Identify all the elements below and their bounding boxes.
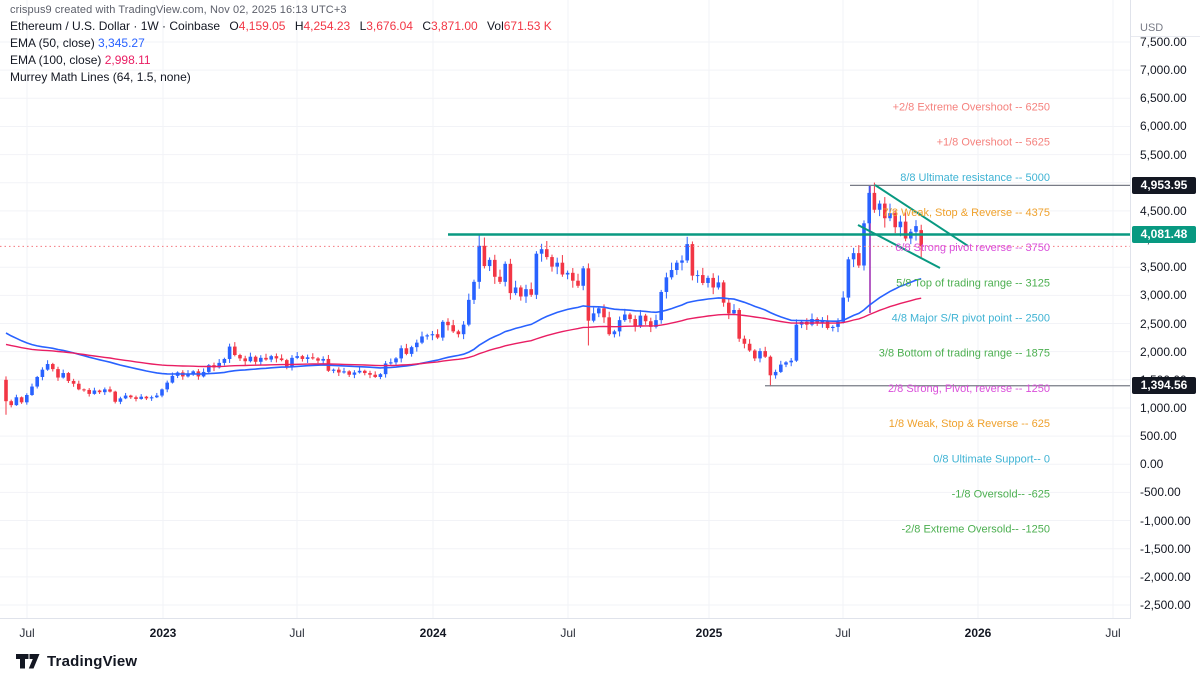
price-label-chip: 4,953.95 [1132,176,1196,194]
descending-trendline-upper[interactable] [874,184,969,247]
price-tick-label: 2,500.00 [1140,316,1187,331]
price-tick-label: 2,000.00 [1140,344,1187,359]
price-tick-label: 3,500.00 [1140,260,1187,275]
price-tick-label: 0.00 [1140,457,1164,472]
murrey-label: 2/8 Strong, Pivot, reverse -- 1250 [888,383,1050,395]
murrey-label: -1/8 Oversold-- -625 [952,488,1050,500]
ohlc-high: H4,254.23 [294,19,351,33]
price-tick-label: -1,000.00 [1140,513,1191,528]
symbol-row[interactable]: Ethereum / U.S. Dollar · 1W · Coinbase O… [10,19,552,33]
time-axis[interactable]: Jul 2023 Jul 2024 Jul 2025 Jul 2026 Jul [0,618,1131,647]
price-tick-label: 7,000.00 [1140,63,1187,78]
murrey-label: -2/8 Extreme Oversold-- -1250 [901,524,1050,536]
indicator-row-ema50[interactable]: EMA (50, close) 3,345.27 [10,36,552,50]
ema50-value: 3,345.27 [98,36,145,50]
axis-header-divider [1131,36,1200,37]
murrey-label: 6/8 Strong pivot reverse -- 3750 [895,242,1050,254]
tradingview-logo-icon [16,654,40,669]
ohlc-open: O4,159.05 [229,19,286,33]
price-label-chip: 4,081.48 [1132,225,1196,243]
price-tick-label: -2,500.00 [1140,598,1191,612]
price-tick-label: 5,500.00 [1140,147,1187,162]
ema50-line[interactable] [5,278,922,375]
ema100-label: EMA (100, close) [10,53,102,67]
symbol-title: Ethereum / U.S. Dollar · 1W · Coinbase [10,19,221,33]
time-tick-label: Jul [560,626,576,640]
ohlc-low: L3,676.04 [359,19,413,33]
murrey-label: 8/8 Ultimate resistance -- 5000 [900,172,1050,184]
murrey-label: +2/8 Extreme Overshoot -- 6250 [893,101,1050,113]
murrey-label: 0/8 Ultimate Support-- 0 [933,453,1050,465]
time-tick-label: 2023 [149,626,177,640]
indicator-row-ema100[interactable]: EMA (100, close) 2,998.11 [10,53,552,67]
ohlc-volume: Vol671.53 K [487,19,552,33]
price-chart[interactable]: +2/8 Extreme Overshoot -- 6250 +1/8 Overs… [0,0,1130,618]
price-label-chip: 1,394.56 [1132,377,1196,395]
price-tick-label: 6,500.00 [1140,91,1187,106]
murrey-label: 7/8 Weak, Stop & Reverse -- 4375 [883,207,1050,219]
descending-trendline-lower[interactable] [857,224,941,269]
price-tick-label: 6,000.00 [1140,119,1187,134]
time-tick-label: 2025 [695,626,723,640]
time-tick-label: 2024 [419,626,447,640]
time-tick-label: Jul [19,626,35,640]
price-tick-label: -2,000.00 [1140,569,1191,584]
price-tick-label: -1,500.00 [1140,541,1191,556]
axis-currency-label: USD [1140,22,1164,34]
murrey-label: 4/8 Major S/R pivot point -- 2500 [892,313,1050,325]
indicator-row-murrey[interactable]: Murrey Math Lines (64, 1.5, none) [10,70,552,84]
ema50-label: EMA (50, close) [10,36,95,50]
murrey-label: 1/8 Weak, Stop & Reverse -- 625 [889,418,1050,430]
price-tick-label: 1,000.00 [1140,400,1187,415]
candlestick-series[interactable] [4,182,923,415]
price-tick-label: -500.00 [1140,485,1181,500]
price-tick-label: 4,500.00 [1140,203,1187,218]
ema100-line[interactable] [5,297,922,368]
price-axis[interactable]: USD 7,500.00 7,000.00 6,500.00 6,000.00 5,50… [1130,0,1200,618]
tradingview-wordmark: TradingView [47,653,138,670]
time-tick-label: 2026 [964,626,992,640]
ohlc-close: C3,871.00 [422,19,478,33]
time-tick-label: Jul [289,626,305,640]
murrey-label: +1/8 Overshoot -- 5625 [937,137,1050,149]
price-tick-label: 500.00 [1140,429,1177,444]
murrey-indicator-label: Murrey Math Lines (64, 1.5, none) [10,70,191,84]
chart-legend: crispus9 created with TradingView.com, N… [10,4,552,84]
price-tick-label: 7,500.00 [1140,35,1187,49]
murrey-label: 3/8 Bottom of trading range -- 1875 [879,348,1050,360]
time-tick-label: Jul [835,626,851,640]
time-tick-label: Jul [1105,626,1121,640]
tradingview-logo[interactable]: TradingView [16,653,137,670]
murrey-label: 5/8 Top of trading range -- 3125 [896,277,1050,289]
grid [0,0,1130,618]
ema100-value: 2,998.11 [104,53,151,67]
price-tick-label: 3,000.00 [1140,288,1187,303]
